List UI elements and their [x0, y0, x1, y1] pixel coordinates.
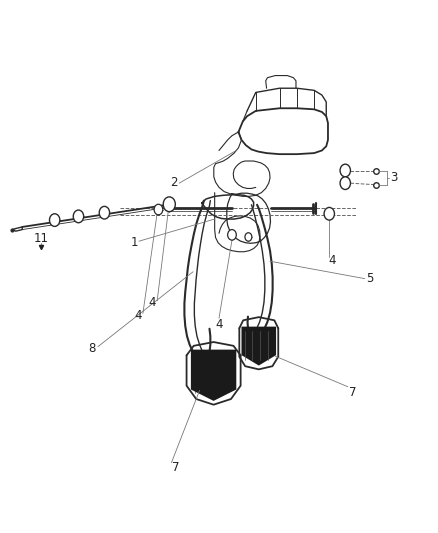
Text: 11: 11 [33, 232, 48, 245]
Text: 4: 4 [328, 254, 336, 266]
Circle shape [324, 207, 335, 220]
Circle shape [99, 206, 110, 219]
Circle shape [73, 210, 84, 223]
Circle shape [228, 230, 236, 240]
Text: 4: 4 [215, 318, 223, 331]
Text: 3: 3 [390, 172, 397, 184]
Circle shape [49, 214, 60, 227]
Text: 8: 8 [88, 342, 96, 355]
Text: 7: 7 [172, 462, 180, 474]
Text: 1: 1 [131, 236, 138, 249]
Circle shape [340, 177, 350, 190]
Circle shape [340, 164, 350, 177]
Text: 4: 4 [148, 296, 156, 309]
Circle shape [154, 204, 163, 215]
Circle shape [163, 197, 175, 212]
Circle shape [245, 233, 252, 241]
Text: 5: 5 [366, 272, 374, 285]
Polygon shape [191, 350, 236, 401]
Polygon shape [241, 327, 276, 366]
Text: 2: 2 [170, 175, 177, 189]
Text: 7: 7 [349, 385, 356, 399]
Text: 4: 4 [134, 309, 141, 321]
